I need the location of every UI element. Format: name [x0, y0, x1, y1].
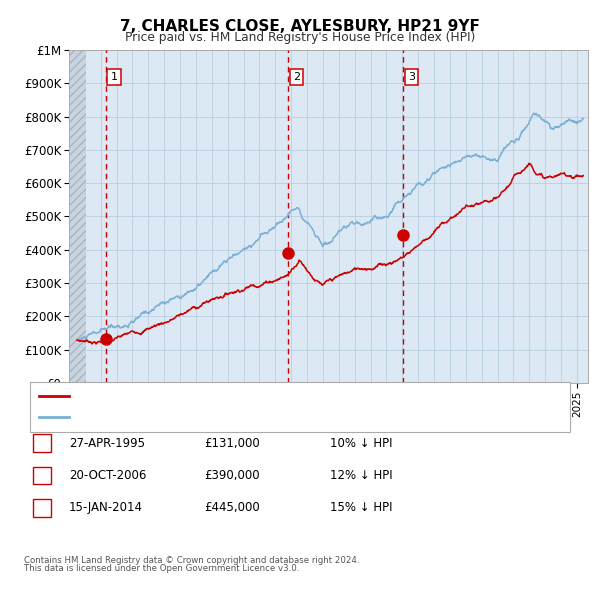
Text: 3: 3	[38, 502, 46, 514]
Text: This data is licensed under the Open Government Licence v3.0.: This data is licensed under the Open Gov…	[24, 564, 299, 573]
Text: 10% ↓ HPI: 10% ↓ HPI	[330, 437, 392, 450]
Text: Price paid vs. HM Land Registry's House Price Index (HPI): Price paid vs. HM Land Registry's House …	[125, 31, 475, 44]
Bar	[69, 50, 86, 383]
Text: 2: 2	[293, 72, 300, 82]
Text: 15% ↓ HPI: 15% ↓ HPI	[330, 502, 392, 514]
Text: 12% ↓ HPI: 12% ↓ HPI	[330, 469, 392, 482]
Text: 2: 2	[38, 469, 46, 482]
Text: £131,000: £131,000	[204, 437, 260, 450]
Text: £390,000: £390,000	[204, 469, 260, 482]
Text: 1: 1	[38, 437, 46, 450]
Text: 1: 1	[110, 72, 118, 82]
Text: 7, CHARLES CLOSE, AYLESBURY, HP21 9YF (detached house): 7, CHARLES CLOSE, AYLESBURY, HP21 9YF (d…	[75, 391, 407, 401]
Text: Contains HM Land Registry data © Crown copyright and database right 2024.: Contains HM Land Registry data © Crown c…	[24, 556, 359, 565]
Text: 27-APR-1995: 27-APR-1995	[69, 437, 145, 450]
Text: 15-JAN-2014: 15-JAN-2014	[69, 502, 143, 514]
Text: 3: 3	[407, 72, 415, 82]
Text: HPI: Average price, detached house, Buckinghamshire: HPI: Average price, detached house, Buck…	[75, 412, 372, 422]
Text: £445,000: £445,000	[204, 502, 260, 514]
Text: 20-OCT-2006: 20-OCT-2006	[69, 469, 146, 482]
Text: 7, CHARLES CLOSE, AYLESBURY, HP21 9YF: 7, CHARLES CLOSE, AYLESBURY, HP21 9YF	[120, 19, 480, 34]
